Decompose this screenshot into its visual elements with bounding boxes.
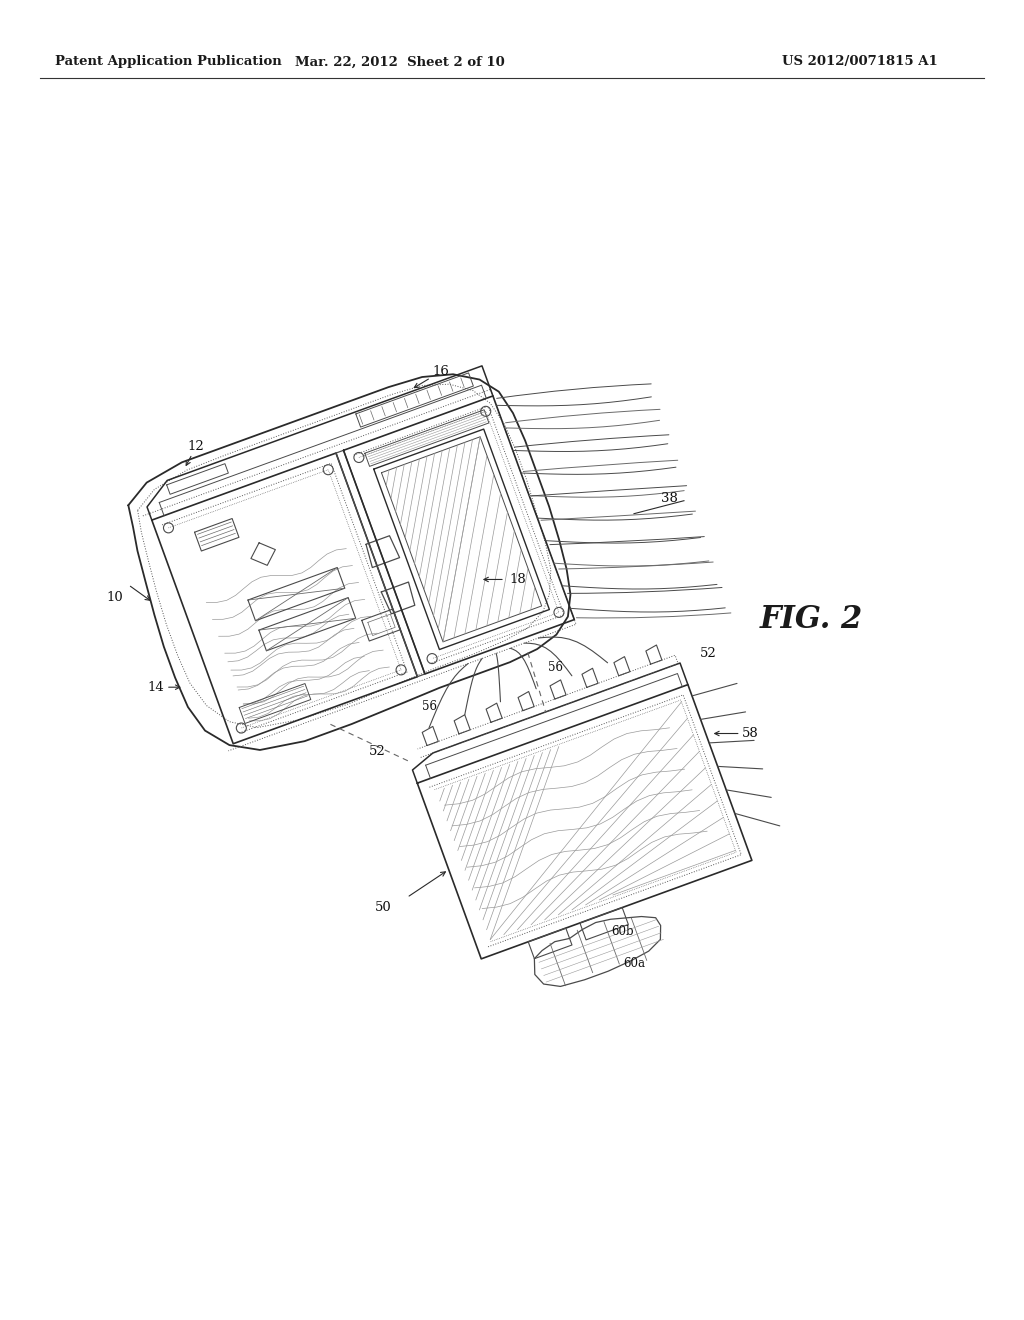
Text: 58: 58 — [742, 727, 759, 741]
Text: 38: 38 — [660, 492, 678, 506]
Text: 52: 52 — [370, 746, 386, 758]
Text: FIG. 2: FIG. 2 — [760, 605, 863, 635]
Text: US 2012/0071815 A1: US 2012/0071815 A1 — [782, 55, 938, 69]
Text: 56: 56 — [422, 701, 437, 713]
Text: 10: 10 — [106, 591, 124, 605]
Text: 18: 18 — [510, 573, 526, 586]
Text: 16: 16 — [432, 366, 450, 378]
Text: Mar. 22, 2012  Sheet 2 of 10: Mar. 22, 2012 Sheet 2 of 10 — [295, 55, 505, 69]
Text: 52: 52 — [700, 647, 717, 660]
Text: 50: 50 — [376, 902, 392, 913]
Text: 14: 14 — [147, 681, 164, 694]
Text: 60b: 60b — [611, 925, 634, 939]
Text: Patent Application Publication: Patent Application Publication — [55, 55, 282, 69]
Text: 56: 56 — [548, 661, 563, 675]
Text: 60a: 60a — [624, 957, 646, 970]
Text: 12: 12 — [187, 441, 205, 453]
